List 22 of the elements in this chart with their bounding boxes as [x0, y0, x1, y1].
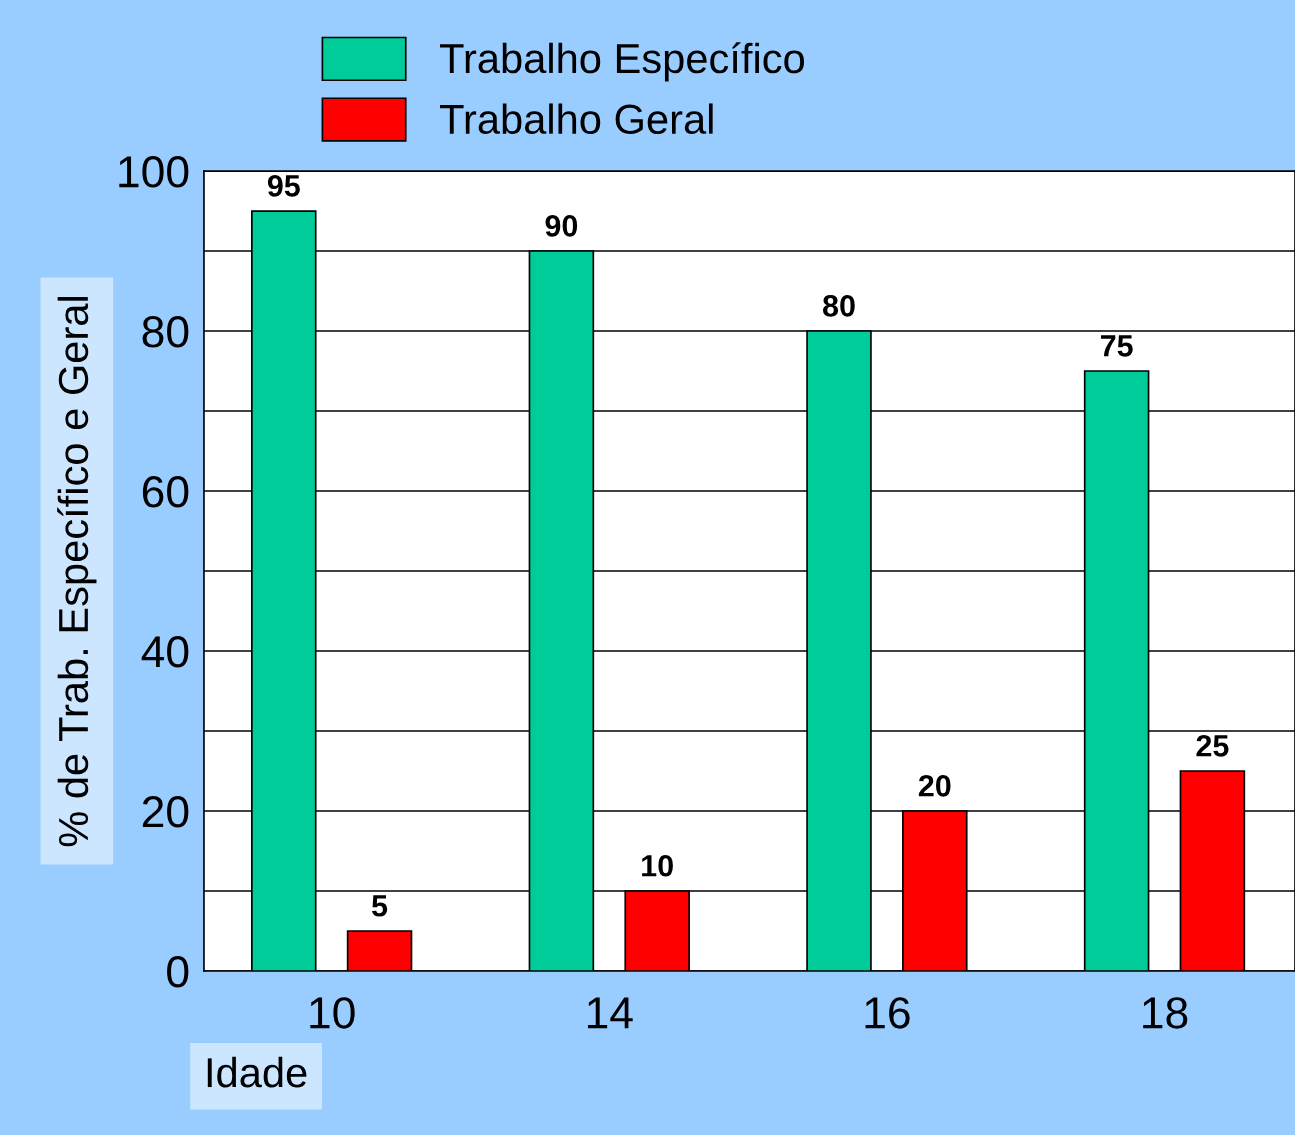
data-label: 80: [822, 295, 855, 317]
x-tick-label: 18: [1143, 997, 1188, 1029]
data-label: 5: [372, 895, 388, 917]
y-axis-title: % de Trab. Específico e Geral: [57, 297, 97, 847]
legend-label: Trabalho Específico: [440, 42, 804, 82]
data-label: 20: [918, 774, 951, 797]
data-label: 25: [1196, 735, 1229, 757]
y-tick-label: 80: [142, 316, 189, 348]
y-tick-label: 100: [119, 156, 189, 188]
data-label: 90: [545, 215, 578, 237]
y-tick-label: 0: [167, 956, 189, 988]
x-tick-label: 14: [587, 997, 633, 1029]
x-tick-label: 16: [865, 997, 910, 1029]
legend-label: Trabalho Geral: [440, 103, 713, 135]
data-label: 75: [1100, 335, 1133, 357]
data-label: 10: [642, 854, 673, 877]
x-axis-title: Idade: [207, 1056, 307, 1088]
y-tick-label: 40: [141, 636, 189, 668]
x-tick-label: 10: [310, 997, 355, 1029]
data-label: 95: [267, 175, 300, 197]
y-tick-label: 20: [142, 796, 189, 828]
y-tick-label: 60: [142, 476, 189, 508]
